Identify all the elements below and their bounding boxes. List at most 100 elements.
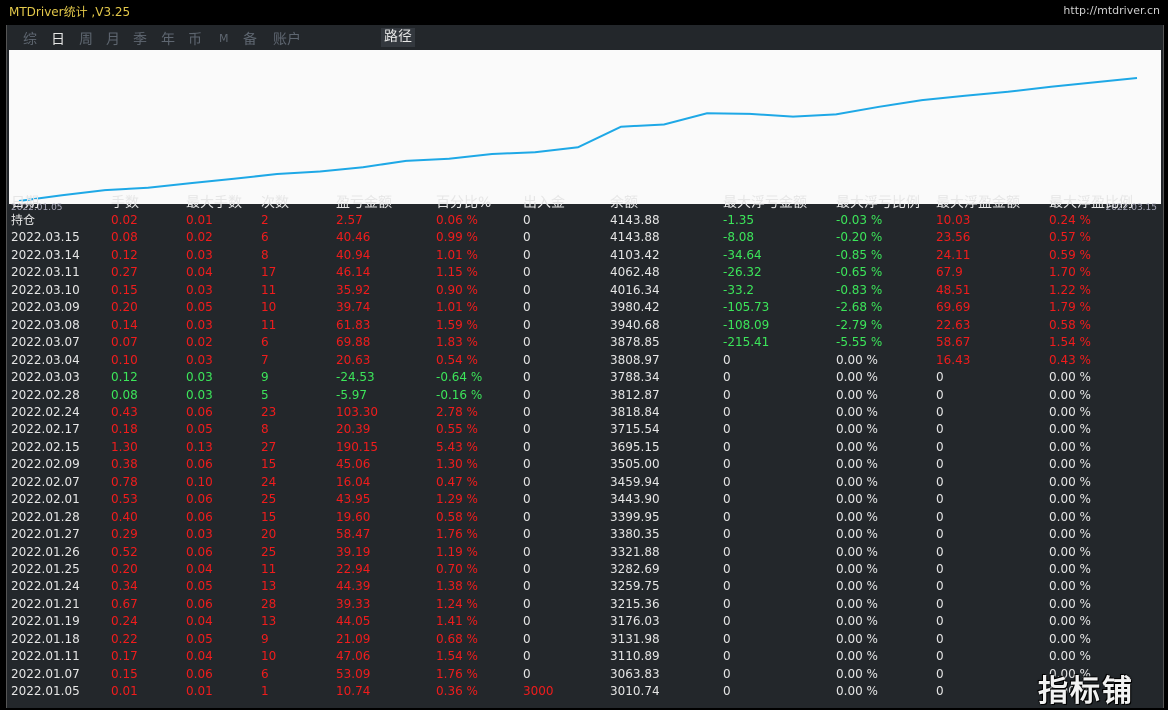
cell-max-float-loss: 0 (723, 596, 731, 611)
tab-route[interactable]: 路径 (381, 28, 415, 47)
cell-trades: 11 (261, 282, 277, 297)
cell-trades: 23 (261, 404, 277, 419)
cell-profit: 21.09 (336, 631, 371, 646)
table-row[interactable]: 2022.01.05 0.01 0.01 1 10.74 0.36 % 3000 3010.7… (7, 683, 1163, 700)
table-row[interactable]: 2022.03.15 0.08 0.02 6 40.46 0.99 % 0 4143.88 -8… (7, 229, 1163, 246)
tab-notes[interactable]: 备 (243, 32, 257, 48)
table-row[interactable]: 2022.03.07 0.07 0.02 6 69.88 1.83 % 0 3878.85 -2… (7, 334, 1163, 351)
cell-percent: 1.38 % (436, 579, 478, 594)
tab-account[interactable]: 账户 (273, 32, 301, 48)
cell-max-float-loss: -215.41 (723, 335, 770, 350)
cell-balance: 3131.98 (610, 631, 660, 646)
table-row[interactable]: 2022.02.28 0.08 0.03 5 -5.97 -0.16 % 0 3812.87 0… (7, 387, 1163, 404)
cell-max-float-profit-pct: 0.58 % (1049, 317, 1091, 332)
table-row[interactable]: 2022.01.18 0.22 0.05 9 21.09 0.68 % 0 3131.98 0 0… (7, 631, 1163, 648)
cell-trades: 13 (261, 579, 277, 594)
table-row[interactable]: 2022.03.09 0.20 0.05 10 39.74 1.01 % 0 3980.42 -… (7, 299, 1163, 316)
header-max-float-loss-pct[interactable]: 最大浮亏比例 (836, 195, 920, 211)
cell-max-lots: 0.02 (186, 230, 213, 245)
table-row[interactable]: 2022.01.07 0.15 0.06 6 53.09 1.76 % 0 3063.83 0 0… (7, 666, 1163, 683)
header-lots[interactable]: 手数 (111, 195, 139, 211)
cell-max-lots: 0.01 (186, 684, 213, 699)
cell-max-float-profit: 10.03 (936, 213, 971, 227)
cell-trades: 6 (261, 335, 269, 350)
cell-balance: 3878.85 (610, 335, 660, 350)
cell-balance: 3282.69 (610, 562, 660, 576)
header-max-float-loss[interactable]: 最大浮亏金额 (723, 195, 807, 211)
table-row[interactable]: 2022.02.07 0.78 0.10 24 16.04 0.47 % 0 3459.94 0… (7, 474, 1163, 491)
table-row[interactable]: 2022.01.27 0.29 0.03 20 58.47 1.76 % 0 3380.35 0… (7, 526, 1163, 543)
cell-percent: 1.24 % (436, 596, 478, 611)
table-row[interactable]: 2022.01.19 0.24 0.04 13 44.05 1.41 % 0 3176.03 0… (7, 613, 1163, 630)
table-row[interactable]: 持仓 0.02 0.01 2 2.57 0.06 % 0 4143.88 -1.35 -0.03 … (7, 212, 1163, 229)
table-row[interactable]: 2022.02.24 0.43 0.06 23 103.30 2.78 % 0 3818.84… (7, 404, 1163, 421)
header-date[interactable]: 日期 (11, 195, 39, 211)
table-row[interactable]: 2022.02.01 0.53 0.06 25 43.95 1.29 % 0 3443.90 0… (7, 491, 1163, 508)
table-row[interactable]: 2022.01.24 0.34 0.05 13 44.39 1.38 % 0 3259.75 0… (7, 578, 1163, 595)
cell-lots: 0.08 (111, 387, 138, 402)
cell-max-lots: 0.03 (186, 370, 213, 385)
table-row[interactable]: 2022.02.09 0.38 0.06 15 45.06 1.30 % 0 3505.00 0… (7, 456, 1163, 473)
cell-max-lots: 0.06 (186, 492, 213, 507)
table-row[interactable]: 2022.03.14 0.12 0.03 8 40.94 1.01 % 0 4103.42 -3… (7, 247, 1163, 264)
cell-max-float-loss-pct: -0.85 % (836, 247, 883, 262)
header-max-float-profit[interactable]: 最大浮盈金额 (936, 195, 1020, 211)
cell-max-float-profit-pct: 0.00 % (1049, 544, 1091, 559)
table-row[interactable]: 2022.02.15 1.30 0.13 27 190.15 5.43 % 0 3695.15… (7, 439, 1163, 456)
tab-month[interactable]: 月 (106, 32, 120, 48)
tab-summary[interactable]: 综 (23, 32, 37, 48)
cell-lots: 0.15 (111, 666, 138, 681)
header-deposit-withdraw[interactable]: 出入金 (523, 195, 565, 211)
table-row[interactable]: 2022.01.21 0.67 0.06 28 39.33 1.24 % 0 3215.36 0… (7, 596, 1163, 613)
cell-max-float-loss: 0 (723, 562, 731, 576)
cell-lots: 0.10 (111, 352, 138, 367)
cell-profit: 22.94 (336, 562, 371, 576)
table-row[interactable]: 2022.01.11 0.17 0.04 10 47.06 1.54 % 0 3110.89 0… (7, 648, 1163, 665)
table-row[interactable]: 2022.03.08 0.14 0.03 11 61.83 1.59 % 0 3940.68 -… (7, 317, 1163, 334)
header-max-lots[interactable]: 最大手数 (186, 195, 242, 211)
tab-m[interactable]: M (219, 32, 229, 45)
cell-max-float-loss: 0 (723, 370, 731, 385)
cell-lots: 0.29 (111, 527, 138, 542)
table-row[interactable]: 2022.03.03 0.12 0.03 9 -24.53 -0.64 % 0 3788.34… (7, 369, 1163, 386)
table-row[interactable]: 2022.03.11 0.27 0.04 17 46.14 1.15 % 0 4062.48 -… (7, 264, 1163, 281)
cell-balance: 3321.88 (610, 544, 660, 559)
cell-max-float-loss-pct: 0.00 % (836, 352, 878, 367)
tab-day[interactable]: 日 (51, 32, 65, 48)
cell-trades: 17 (261, 265, 277, 280)
table-row[interactable]: 2022.01.26 0.52 0.06 25 39.19 1.19 % 0 3321.88 0… (7, 544, 1163, 561)
header-max-float-profit-pct[interactable]: 最大浮盈比例 (1049, 195, 1133, 211)
header-balance[interactable]: 余额 (610, 195, 638, 211)
cell-percent: 1.41 % (436, 614, 478, 629)
table-row[interactable]: 2022.02.17 0.18 0.05 8 20.39 0.55 % 0 3715.54 0 0… (7, 421, 1163, 438)
cell-max-float-profit: 0 (936, 579, 944, 594)
tab-week[interactable]: 周 (79, 32, 93, 48)
cell-max-float-profit-pct: 0.00 % (1049, 370, 1091, 385)
table-row[interactable]: 2022.01.28 0.40 0.06 15 19.60 0.58 % 0 3399.95 0… (7, 509, 1163, 526)
header-percent[interactable]: 百分比% (436, 195, 492, 211)
website-link[interactable]: http://mtdriver.cn (1063, 4, 1160, 17)
cell-max-lots: 0.05 (186, 300, 213, 315)
cell-max-float-profit: 48.51 (936, 282, 971, 297)
cell-date: 2022.03.07 (11, 335, 80, 350)
cell-max-float-profit-pct: 1.54 % (1049, 335, 1091, 350)
cell-max-float-profit-pct: 0.00 % (1049, 474, 1091, 489)
cell-profit: -5.97 (336, 387, 368, 402)
cell-balance: 3812.87 (610, 387, 660, 402)
header-trades[interactable]: 次数 (261, 195, 289, 211)
table-row[interactable]: 2022.03.10 0.15 0.03 11 35.92 0.90 % 0 4016.34 -… (7, 282, 1163, 299)
tab-year[interactable]: 年 (161, 32, 175, 48)
cell-max-float-profit-pct: 0.00 % (1049, 649, 1091, 664)
cell-lots: 0.78 (111, 474, 138, 489)
cell-max-lots: 0.06 (186, 596, 213, 611)
cell-max-float-loss-pct: 0.00 % (836, 457, 878, 472)
cell-lots: 0.12 (111, 370, 138, 385)
tab-currency[interactable]: 币 (188, 32, 202, 48)
table-row[interactable]: 2022.03.04 0.10 0.03 7 20.63 0.54 % 0 3808.97 0 0… (7, 352, 1163, 369)
header-profit[interactable]: 盈亏金额 (336, 195, 392, 211)
cell-date: 2022.02.07 (11, 474, 80, 489)
tab-quarter[interactable]: 季 (133, 32, 147, 48)
table-row[interactable]: 2022.01.25 0.20 0.04 11 22.94 0.70 % 0 3282.69 0… (7, 561, 1163, 578)
cell-deposit-withdraw: 0 (523, 666, 531, 681)
cell-percent: 1.54 % (436, 649, 478, 664)
